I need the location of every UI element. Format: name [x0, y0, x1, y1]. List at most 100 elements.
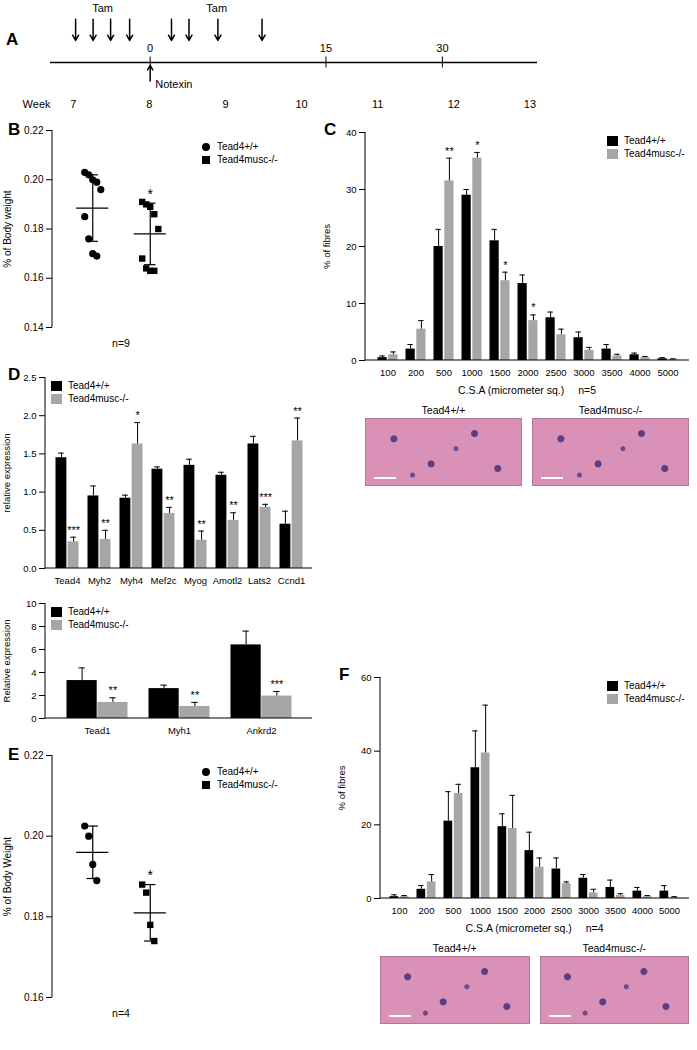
svg-text:**: **	[109, 684, 118, 696]
svg-text:200: 200	[408, 367, 424, 378]
svg-text:**: **	[165, 494, 174, 506]
svg-text:1.0: 1.0	[23, 486, 36, 497]
svg-text:12: 12	[448, 98, 460, 110]
svg-text:0.5: 0.5	[23, 524, 36, 535]
svg-text:**: **	[445, 145, 454, 157]
svg-text:0.20: 0.20	[24, 830, 44, 841]
svg-text:2500: 2500	[551, 905, 572, 916]
svg-text:4000: 4000	[629, 367, 650, 378]
svg-text:0: 0	[147, 42, 153, 54]
svg-text:% of Body weight: % of Body weight	[2, 190, 13, 267]
svg-text:***: ***	[67, 524, 81, 536]
svg-text:2500: 2500	[545, 367, 566, 378]
svg-text:20: 20	[361, 819, 372, 830]
svg-text:0.16: 0.16	[24, 992, 44, 1003]
svg-text:8: 8	[146, 98, 152, 110]
svg-text:9: 9	[222, 98, 228, 110]
svg-text:Ccnd1: Ccnd1	[278, 575, 305, 586]
svg-text:Notexin: Notexin	[155, 78, 192, 90]
svg-text:Ankrd2: Ankrd2	[246, 725, 276, 736]
svg-text:60: 60	[361, 672, 372, 683]
svg-text:500: 500	[446, 905, 462, 916]
svg-text:% of Body Weight: % of Body Weight	[2, 837, 13, 917]
svg-text:10: 10	[346, 298, 357, 309]
svg-text:2.0: 2.0	[23, 410, 36, 421]
svg-text:Myog: Myog	[184, 575, 207, 586]
svg-text:0.18: 0.18	[24, 223, 44, 234]
svg-text:2000: 2000	[524, 905, 545, 916]
svg-text:*: *	[503, 259, 508, 271]
svg-text:**: **	[293, 405, 302, 417]
svg-text:2000: 2000	[517, 367, 538, 378]
svg-text:***: ***	[270, 678, 284, 690]
svg-text:3500: 3500	[601, 367, 622, 378]
svg-text:*: *	[475, 139, 480, 151]
svg-text:Tam: Tam	[206, 2, 227, 14]
svg-text:100: 100	[392, 905, 408, 916]
svg-text:100: 100	[380, 367, 396, 378]
svg-text:Myh1: Myh1	[168, 725, 191, 736]
svg-text:Tead1: Tead1	[85, 725, 111, 736]
svg-text:1.5: 1.5	[23, 448, 36, 459]
svg-text:Myh2: Myh2	[88, 575, 111, 586]
svg-text:Tam: Tam	[92, 2, 113, 14]
svg-text:*: *	[148, 867, 154, 883]
svg-text:30: 30	[436, 42, 448, 54]
svg-text:***: ***	[259, 491, 273, 503]
svg-text:1500: 1500	[497, 905, 518, 916]
svg-text:Myh4: Myh4	[120, 575, 143, 586]
svg-text:6: 6	[31, 644, 36, 655]
svg-text:**: **	[101, 517, 110, 529]
svg-text:Week: Week	[23, 98, 51, 110]
svg-text:30: 30	[346, 184, 357, 195]
svg-text:11: 11	[372, 98, 383, 110]
svg-text:**: **	[229, 499, 238, 511]
svg-text:0.14: 0.14	[24, 322, 44, 333]
svg-text:1500: 1500	[489, 367, 510, 378]
svg-text:% of fibres: % of fibres	[336, 765, 347, 810]
svg-text:2: 2	[31, 690, 36, 701]
svg-text:Relative expression: Relative expression	[1, 620, 12, 703]
svg-text:0.20: 0.20	[24, 174, 44, 185]
svg-text:**: **	[191, 689, 200, 701]
svg-text:Amotl2: Amotl2	[213, 575, 243, 586]
svg-text:1000: 1000	[470, 905, 491, 916]
svg-text:4000: 4000	[632, 905, 653, 916]
svg-text:5000: 5000	[659, 905, 680, 916]
svg-text:0.22: 0.22	[24, 750, 44, 761]
svg-text:**: **	[197, 518, 206, 530]
svg-text:Mef2c: Mef2c	[151, 575, 177, 586]
svg-text:500: 500	[436, 367, 452, 378]
svg-text:7: 7	[70, 98, 76, 110]
svg-text:15: 15	[320, 42, 332, 54]
svg-text:0: 0	[351, 355, 356, 366]
svg-text:4: 4	[31, 667, 36, 678]
svg-text:20: 20	[346, 241, 357, 252]
svg-text:3000: 3000	[573, 367, 594, 378]
svg-text:13: 13	[524, 98, 536, 110]
svg-text:200: 200	[419, 905, 435, 916]
svg-text:3000: 3000	[578, 905, 599, 916]
svg-text:0.0: 0.0	[23, 563, 36, 574]
svg-text:0.22: 0.22	[24, 125, 44, 136]
svg-text:relative expression: relative expression	[1, 433, 12, 512]
svg-text:0: 0	[366, 893, 371, 904]
svg-text:% of fibres: % of fibres	[321, 224, 332, 269]
svg-text:8: 8	[31, 621, 36, 632]
svg-text:Tead4: Tead4	[55, 575, 81, 586]
svg-text:1000: 1000	[461, 367, 482, 378]
svg-text:*: *	[531, 301, 536, 313]
svg-text:40: 40	[361, 745, 372, 756]
svg-text:0.18: 0.18	[24, 911, 44, 922]
svg-text:*: *	[148, 186, 154, 202]
svg-text:0.16: 0.16	[24, 272, 44, 283]
svg-text:10: 10	[26, 598, 37, 609]
svg-text:3500: 3500	[605, 905, 626, 916]
svg-text:10: 10	[295, 98, 307, 110]
svg-text:40: 40	[346, 127, 357, 138]
svg-text:Lats2: Lats2	[248, 575, 271, 586]
svg-text:5000: 5000	[657, 367, 678, 378]
svg-text:2.5: 2.5	[23, 372, 36, 383]
svg-text:0: 0	[31, 713, 36, 724]
svg-text:*: *	[135, 409, 140, 421]
